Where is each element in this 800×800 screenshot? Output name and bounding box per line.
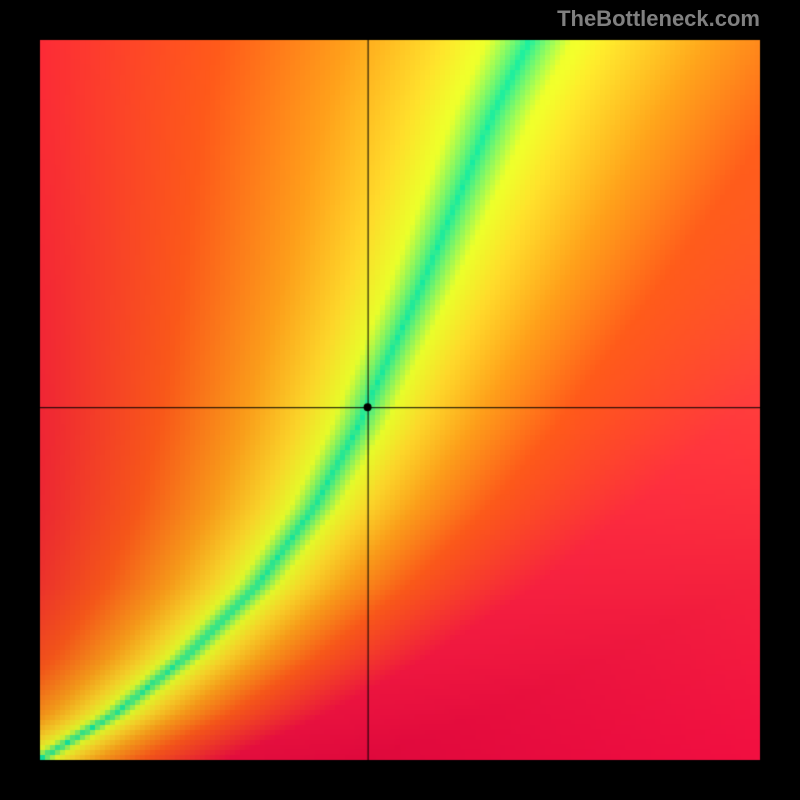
watermark-text: TheBottleneck.com xyxy=(557,6,760,32)
heatmap-canvas xyxy=(0,0,800,800)
chart-container: TheBottleneck.com xyxy=(0,0,800,800)
